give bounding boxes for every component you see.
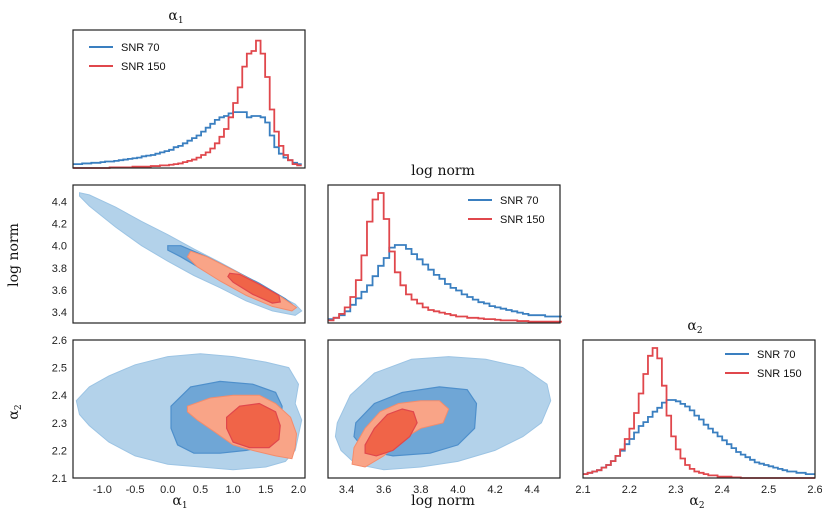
y-tick-label: 4.2 (52, 219, 67, 231)
legend-label: SNR 150 (121, 61, 166, 73)
x-tick-label: 2.5 (761, 484, 776, 496)
hist-snr70-line (328, 244, 562, 320)
legend-label: SNR 150 (757, 368, 802, 380)
legend-label: SNR 70 (500, 195, 539, 207)
panel-lognorm-hist: SNR 70 SNR 150 (327, 184, 562, 324)
panel-frame (72, 339, 306, 479)
legend-label: SNR 70 (757, 349, 796, 361)
hist-snr70-line (583, 399, 815, 475)
y-tick-label: 3.6 (52, 285, 67, 297)
title-alpha2: α2 (687, 318, 702, 336)
panel-alpha2-vs-alpha1: 2.1 2.2 2.3 2.4 2.5 2.6 -1.0 -0.5 0.0 0.5 1.0 1.5 2.… (52, 335, 306, 496)
hist-snr70-line (73, 111, 302, 165)
y-tick-label: 2.6 (52, 335, 67, 347)
ylabel-lognorm: log norm (6, 223, 22, 287)
panel-frame (327, 339, 561, 479)
panel-alpha1-hist: SNR 70 SNR 150 (72, 29, 306, 169)
panel-frame (582, 339, 816, 479)
x-tick-label: 4.0 (450, 484, 465, 496)
x-tick-label: 3.8 (413, 484, 428, 496)
xlabel-lognorm: log norm (411, 493, 475, 509)
panel-frame (72, 184, 306, 324)
title-lognorm: log norm (411, 163, 475, 179)
x-tick-label: 2.1 (575, 484, 590, 496)
panel-frame (327, 184, 561, 324)
x-tick-label: 2.3 (668, 484, 683, 496)
x-tick-label: 2.0 (291, 484, 306, 496)
x-tick-label: 1.5 (258, 484, 273, 496)
contour-snr150-inner (364, 408, 418, 457)
hist-snr150-line (328, 192, 562, 323)
title-alpha1: α1 (168, 8, 183, 26)
ylabel-alpha2: α2 (6, 404, 24, 419)
x-tick-label: 1.0 (225, 484, 240, 496)
x-tick-label: 2.2 (622, 484, 637, 496)
x-tick-label: 2.4 (715, 484, 730, 496)
x-tick-label: 3.6 (376, 484, 391, 496)
legend-label: SNR 70 (121, 42, 160, 54)
panel-alpha2-hist: SNR 70 SNR 150 2.1 2.2 2.3 2.4 2.5 2.6 (575, 339, 822, 496)
contour-snr150-inner (226, 402, 281, 449)
xlabel-alpha1: α1 (172, 493, 187, 511)
x-tick-label: 0.0 (160, 484, 175, 496)
x-tick-label: -0.5 (126, 484, 145, 496)
y-tick-label: 2.4 (52, 390, 67, 402)
y-tick-label: 2.2 (52, 445, 67, 457)
y-tick-label: 4.0 (52, 241, 67, 253)
x-tick-label: 0.5 (193, 484, 208, 496)
panel-lognorm-vs-alpha1: 3.4 3.6 3.8 4.0 4.2 4.4 (52, 184, 306, 324)
y-tick-label: 4.4 (52, 197, 67, 209)
xlabel-alpha2: α2 (689, 493, 704, 511)
y-tick-label: 2.3 (52, 418, 67, 430)
y-tick-label: 2.1 (52, 473, 67, 485)
x-tick-label: 4.4 (525, 484, 540, 496)
x-tick-label: 3.4 (339, 484, 354, 496)
hist-snr150-line (73, 39, 302, 169)
panel-alpha2-vs-lognorm: 3.4 3.6 3.8 4.0 4.2 4.4 (327, 339, 561, 496)
y-tick-label: 2.5 (52, 363, 67, 375)
y-tick-label: 3.4 (52, 307, 67, 319)
y-tick-label: 3.8 (52, 263, 67, 275)
contour-snr150-inner (227, 272, 281, 304)
panel-frame (72, 29, 306, 169)
legend-label: SNR 150 (500, 214, 545, 226)
x-tick-label: -1.0 (93, 484, 112, 496)
x-tick-label: 4.2 (487, 484, 502, 496)
x-tick-label: 2.6 (807, 484, 822, 496)
